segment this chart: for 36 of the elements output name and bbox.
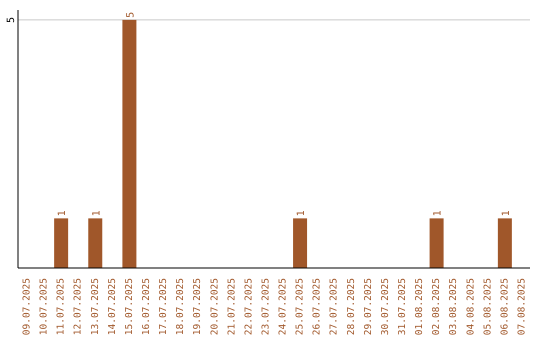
x-tick-label: 05.08.2025 <box>482 278 494 336</box>
x-tick-label: 14.07.2025 <box>106 278 118 336</box>
x-tick-label: 29.07.2025 <box>362 278 374 336</box>
x-tick-label: 12.07.2025 <box>72 278 84 336</box>
x-tick-label: 18.07.2025 <box>175 278 186 336</box>
x-tick-label: 30.07.2025 <box>380 278 391 336</box>
x-tick-label: 26.07.2025 <box>312 278 323 336</box>
data-label: 1 <box>500 210 512 216</box>
x-tick-label: 01.08.2025 <box>414 278 426 336</box>
x-tick-label: 25.07.2025 <box>294 278 306 336</box>
x-tick-label: 24.07.2025 <box>278 278 289 336</box>
x-tick-label: 17.07.2025 <box>158 278 170 336</box>
x-tick-label: 11.07.2025 <box>56 278 67 336</box>
data-label: 1 <box>432 210 444 216</box>
data-label: 1 <box>91 210 102 216</box>
x-tick-label: 27.07.2025 <box>328 278 340 336</box>
x-tick-label: 23.07.2025 <box>260 278 272 336</box>
x-tick-label: 21.07.2025 <box>226 278 238 336</box>
x-tick-label: 03.08.2025 <box>448 278 460 336</box>
x-tick-label: 02.08.2025 <box>431 278 442 336</box>
x-tick-label: 06.08.2025 <box>499 278 510 336</box>
x-tick-label: 15.07.2025 <box>124 278 135 336</box>
data-label: 1 <box>296 210 308 216</box>
x-tick-label: 09.07.2025 <box>22 278 33 336</box>
x-tick-label: 16.07.2025 <box>141 278 152 336</box>
x-tick-label: 20.07.2025 <box>209 278 220 336</box>
x-tick-label: 04.08.2025 <box>465 278 476 336</box>
data-label: 1 <box>57 210 68 216</box>
x-tick-label: 22.07.2025 <box>243 278 254 336</box>
x-tick-label: 19.07.2025 <box>192 278 204 336</box>
x-tick-label: 31.07.2025 <box>397 278 408 336</box>
x-tick-label: 07.08.2025 <box>516 278 528 336</box>
x-tick-label: 13.07.2025 <box>90 278 101 336</box>
data-label: 5 <box>125 12 136 18</box>
x-tick-label: 10.07.2025 <box>38 278 50 336</box>
x-tick-label: 28.07.2025 <box>346 278 357 336</box>
